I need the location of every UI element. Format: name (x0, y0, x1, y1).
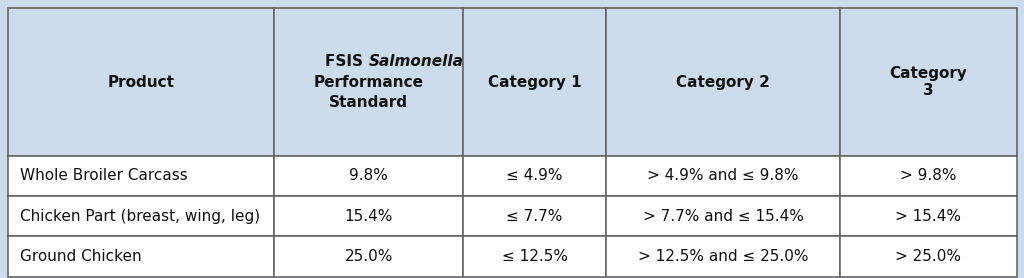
Text: Product: Product (108, 75, 175, 90)
Text: > 15.4%: > 15.4% (895, 209, 962, 224)
Text: 25.0%: 25.0% (344, 249, 393, 264)
Text: > 9.8%: > 9.8% (900, 168, 956, 183)
Text: Salmonella: Salmonella (369, 54, 464, 69)
Text: 15.4%: 15.4% (344, 209, 393, 224)
Bar (463, 196, 606, 236)
Bar (840, 236, 1017, 277)
Bar (8, 196, 274, 236)
Text: Ground Chicken: Ground Chicken (20, 249, 142, 264)
Bar (606, 8, 840, 156)
Bar (274, 156, 463, 196)
Bar (606, 156, 840, 196)
Bar (8, 8, 274, 156)
Bar (274, 8, 463, 156)
Text: 9.8%: 9.8% (349, 168, 388, 183)
Text: ≤ 4.9%: ≤ 4.9% (506, 168, 563, 183)
Text: ≤ 12.5%: ≤ 12.5% (502, 249, 567, 264)
Text: Whole Broiler Carcass: Whole Broiler Carcass (20, 168, 188, 183)
Bar (274, 196, 463, 236)
Bar (840, 196, 1017, 236)
Text: > 25.0%: > 25.0% (895, 249, 962, 264)
Text: Category 1: Category 1 (487, 75, 582, 90)
Bar (8, 156, 274, 196)
Bar (606, 236, 840, 277)
Text: Chicken Part (breast, wing, leg): Chicken Part (breast, wing, leg) (20, 209, 260, 224)
Text: > 7.7% and ≤ 15.4%: > 7.7% and ≤ 15.4% (642, 209, 804, 224)
Bar (463, 156, 606, 196)
Bar (8, 236, 274, 277)
Text: > 4.9% and ≤ 9.8%: > 4.9% and ≤ 9.8% (647, 168, 799, 183)
Bar (840, 8, 1017, 156)
Text: Standard: Standard (329, 95, 409, 110)
Text: Category 2: Category 2 (676, 75, 770, 90)
Text: FSIS: FSIS (326, 54, 369, 69)
Bar (463, 236, 606, 277)
Bar (840, 156, 1017, 196)
Bar (463, 8, 606, 156)
Bar (606, 196, 840, 236)
Text: Category
3: Category 3 (889, 66, 968, 98)
Text: Performance: Performance (313, 75, 424, 90)
Text: > 12.5% and ≤ 25.0%: > 12.5% and ≤ 25.0% (638, 249, 808, 264)
Text: ≤ 7.7%: ≤ 7.7% (506, 209, 563, 224)
Bar (274, 236, 463, 277)
